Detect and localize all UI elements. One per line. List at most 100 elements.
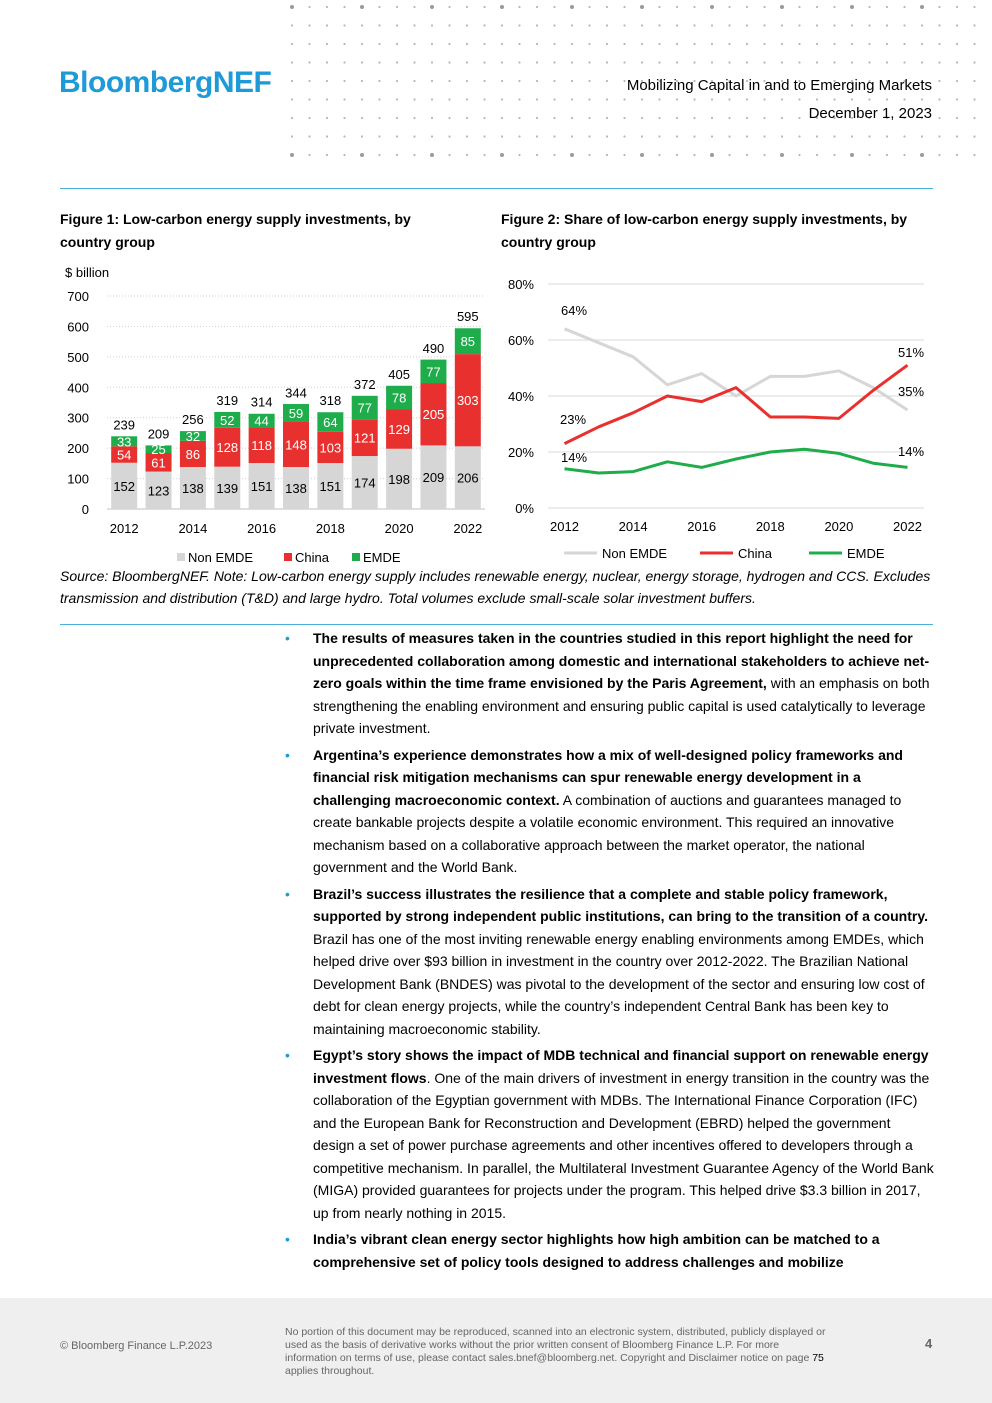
header-dot — [448, 135, 451, 138]
header-dot — [290, 79, 294, 83]
disclaimer-page-link[interactable]: 75 — [812, 1352, 824, 1364]
header-dot-pattern — [290, 5, 976, 157]
header-dot — [378, 116, 381, 120]
header-dot — [658, 5, 661, 9]
header-dot — [815, 79, 819, 83]
header-dot — [798, 116, 801, 120]
bar-emde — [248, 413, 275, 428]
header-dot — [885, 135, 889, 138]
bar-value-label: 61 — [151, 455, 165, 470]
header-dot — [780, 79, 784, 83]
header-dot — [938, 116, 941, 120]
header-dot — [675, 98, 679, 101]
report-title: Mobilizing Capital in and to Emerging Ma… — [626, 77, 932, 94]
header-dot — [780, 153, 784, 157]
header-dot — [535, 135, 539, 138]
header-dot — [483, 116, 486, 120]
header-dot — [623, 79, 626, 83]
header-dot — [640, 5, 644, 9]
header-dot — [325, 79, 329, 83]
header-dot — [535, 24, 539, 27]
bar-value-label: 128 — [216, 440, 238, 455]
header-dot — [395, 135, 399, 138]
header-dot — [710, 79, 714, 83]
x-tick-label: 2020 — [824, 519, 853, 534]
header-dot — [815, 153, 819, 157]
header-dot — [325, 42, 329, 46]
legend-label: China — [738, 546, 773, 561]
header-dot — [553, 79, 556, 83]
header-dot — [693, 116, 696, 120]
header-dot — [553, 42, 556, 46]
header-dot — [570, 42, 574, 46]
bar-non-emde — [317, 463, 344, 509]
header-dot — [763, 79, 766, 83]
header-dot — [430, 153, 434, 157]
header-dot — [780, 135, 784, 138]
footer — [0, 1298, 992, 1403]
bar-china — [214, 427, 241, 467]
header-dot — [938, 79, 941, 83]
footer-disclaimer: No portion of this document may be repro… — [285, 1326, 830, 1378]
header-dot — [588, 61, 591, 64]
header-dot — [658, 42, 661, 46]
header-dot — [710, 24, 714, 27]
bar-value-label: 139 — [216, 481, 238, 496]
header-dot — [413, 98, 416, 101]
bar-value-label: 121 — [354, 431, 376, 446]
header-dot — [710, 42, 714, 46]
header-dot — [588, 42, 591, 46]
header-dot — [850, 79, 854, 83]
header-dot — [570, 24, 574, 27]
figure-source-note: Source: BloombergNEF. Note: Low-carbon e… — [60, 568, 931, 606]
header-dot — [343, 61, 346, 64]
header-dot — [483, 98, 486, 101]
bar-value-label: 209 — [423, 470, 445, 485]
header-dot — [938, 135, 941, 138]
header-dot — [903, 116, 906, 120]
header-dot — [815, 24, 819, 27]
y-tick-label: 200 — [67, 441, 89, 456]
header-dot — [658, 153, 661, 157]
bar-total-label: 595 — [457, 309, 479, 324]
header-dot — [728, 5, 731, 9]
header-dot — [920, 135, 924, 138]
header-dot — [938, 153, 941, 157]
bar-china — [283, 421, 309, 468]
header-dot — [308, 153, 311, 157]
header-dot — [623, 5, 626, 9]
header-dot — [885, 153, 889, 157]
header-dot — [308, 24, 311, 27]
header-dot — [483, 24, 486, 27]
bar-total-label: 405 — [388, 367, 410, 382]
x-tick-label: 2016 — [687, 519, 716, 534]
header-dot — [973, 116, 976, 120]
report-date: December 1, 2023 — [808, 105, 932, 122]
y-tick-label: 40% — [508, 389, 534, 404]
legend-label: EMDE — [363, 550, 401, 565]
header-dot — [763, 135, 766, 138]
header-dot — [640, 42, 644, 46]
header-dot — [833, 79, 836, 83]
header-dot — [413, 5, 416, 9]
header-dot — [885, 116, 889, 120]
header-dot — [745, 61, 749, 64]
header-dot — [448, 61, 451, 64]
header-dot — [745, 98, 749, 101]
header-dot — [553, 135, 556, 138]
header-dot — [955, 42, 959, 46]
header-dot — [518, 135, 521, 138]
mid-divider — [60, 624, 933, 625]
header-dot — [290, 98, 294, 101]
bar-china — [145, 453, 172, 472]
header-dot — [885, 61, 889, 64]
header-dot — [430, 42, 434, 46]
bar-value-label: 59 — [289, 406, 303, 421]
header-dot — [535, 116, 539, 120]
header-dot — [605, 116, 609, 120]
bar-value-label: 123 — [148, 483, 170, 498]
header-dot — [973, 5, 976, 9]
data-annotation: 14% — [561, 450, 587, 465]
header-dot — [815, 42, 819, 46]
bar-china — [248, 427, 275, 464]
